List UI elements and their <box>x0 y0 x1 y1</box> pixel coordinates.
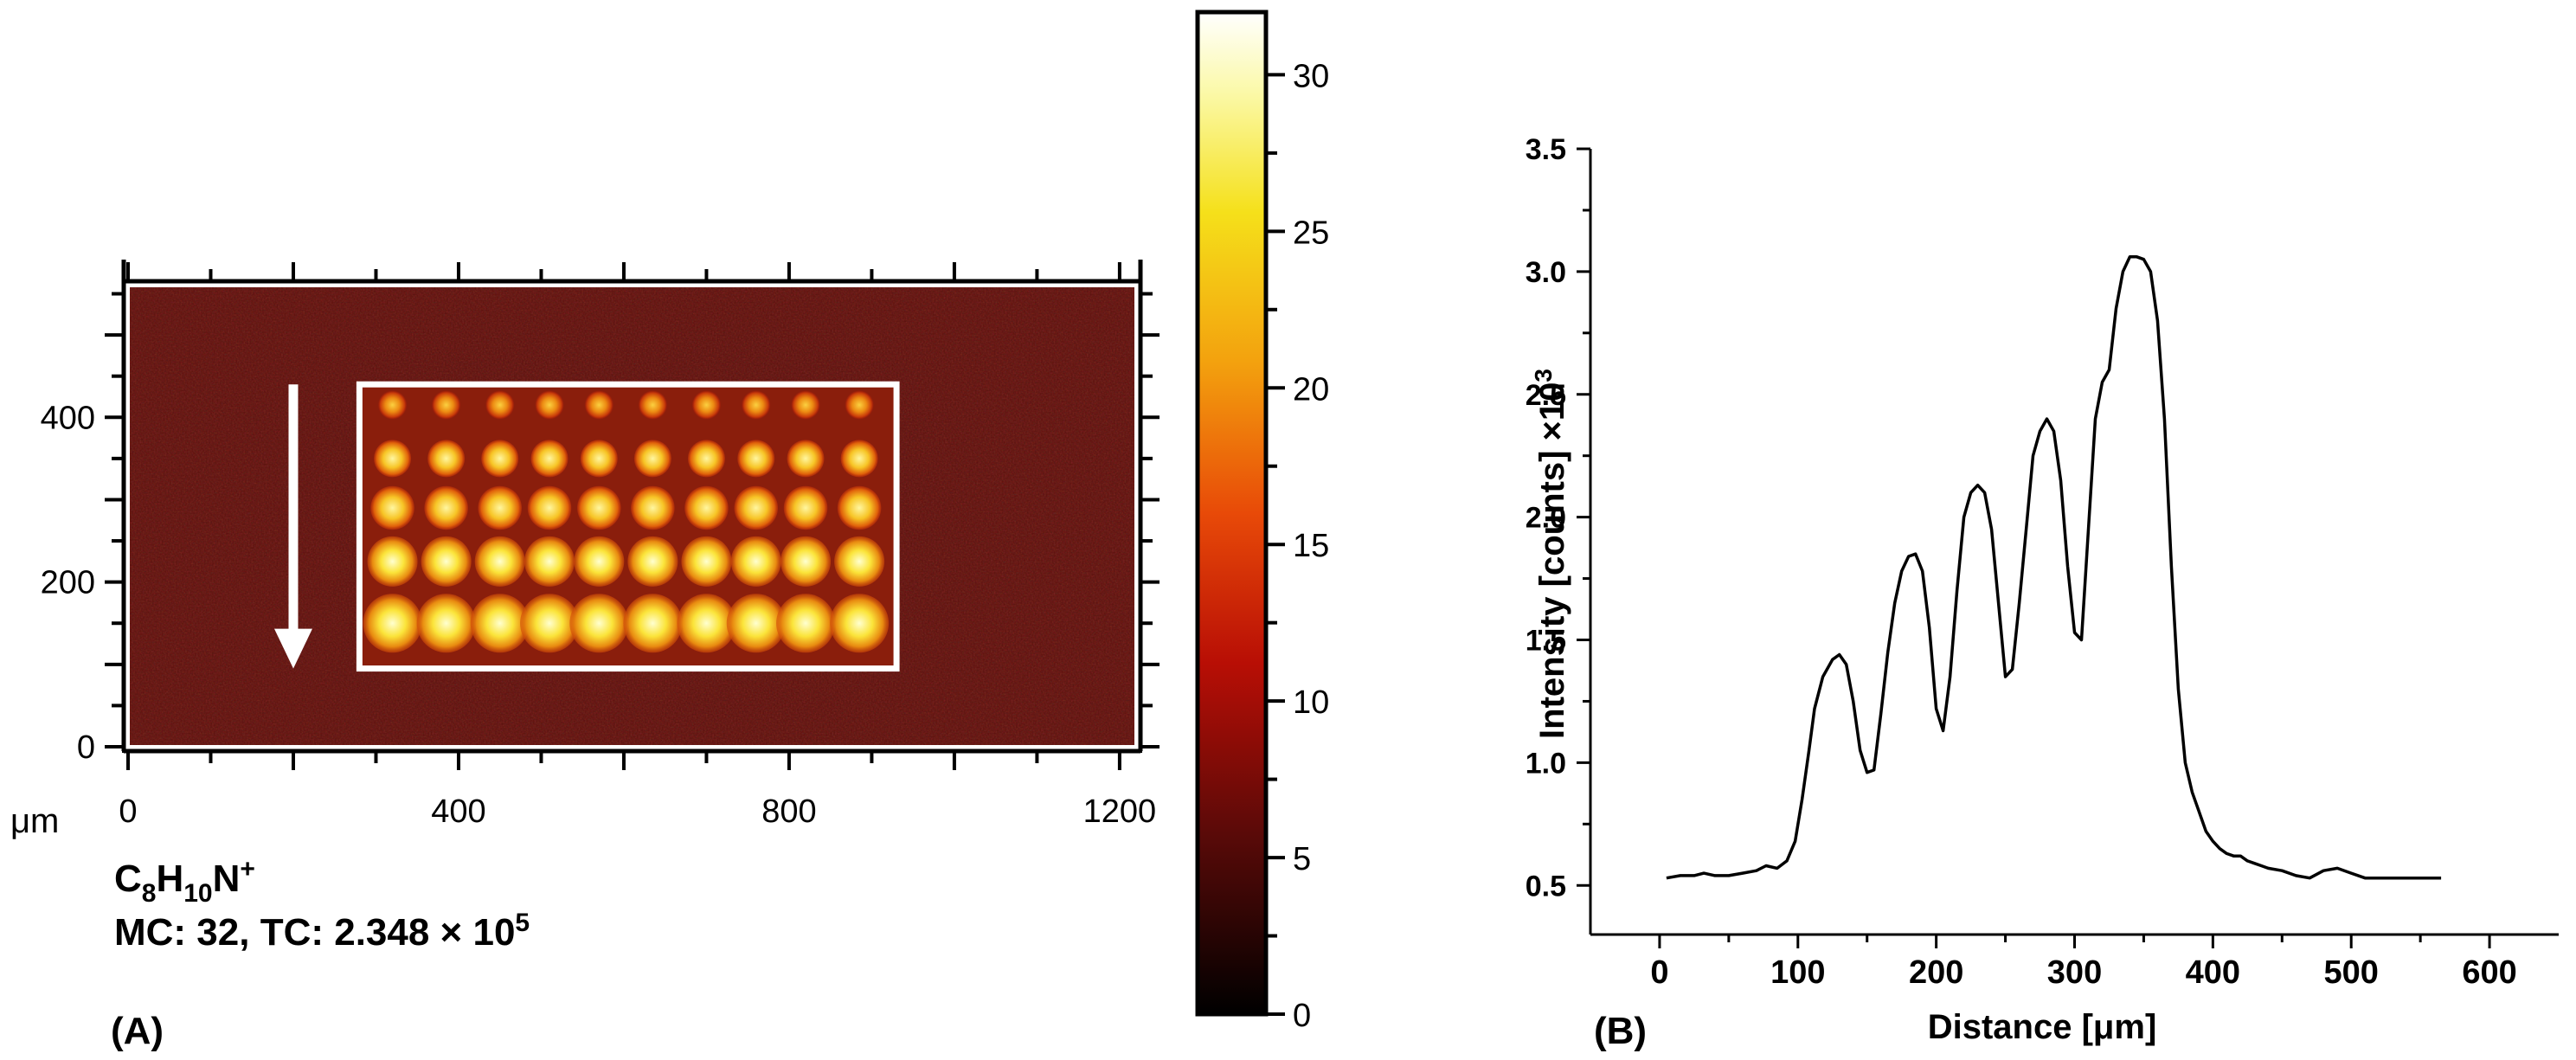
spot-r2-c7 <box>687 440 725 478</box>
spot-r1-c9 <box>791 390 820 420</box>
line-chart-x-tick-label: 0 <box>1650 954 1668 991</box>
line-chart-x-tick-label: 500 <box>2324 954 2379 991</box>
colorbar-tick-label: 15 <box>1293 528 1329 564</box>
spot-r5-c9 <box>776 594 836 653</box>
line-chart-y-tick-label: 3.5 <box>1526 133 1566 166</box>
spot-r2-c5 <box>580 440 618 478</box>
ion-formula: C8H10N+ <box>114 855 255 908</box>
spot-r3-c8 <box>734 485 778 530</box>
spot-r5-c4 <box>520 594 580 653</box>
line-chart-x-tick-label: 300 <box>2047 954 2102 991</box>
spot-r2-c3 <box>481 440 519 478</box>
spot-r1-c8 <box>742 390 771 420</box>
x-tick-label: 800 <box>761 793 816 830</box>
spot-r4-c9 <box>781 536 832 587</box>
spot-r5-c8 <box>726 594 786 653</box>
panel-b-label: (B) <box>1594 1010 1647 1052</box>
ion-image-axes: 0 400 800 1200 0 200 400 <box>41 260 1160 830</box>
spot-r2-c4 <box>530 440 569 478</box>
spot-r3-c9 <box>783 485 828 530</box>
spot-r5-c2 <box>416 594 476 653</box>
colorbar-tick-label: 30 <box>1293 58 1329 94</box>
y-tick-label: 400 <box>41 400 95 436</box>
line-chart-x-tick-label: 100 <box>1770 954 1825 991</box>
spot-r4-c8 <box>730 536 781 587</box>
line-chart-y-tick-label: 2.0 <box>1526 502 1566 535</box>
y-axis-title: Intensity [counts] ×103 <box>1530 369 1571 739</box>
y-tick-label: 200 <box>41 565 95 601</box>
spot-r5-c6 <box>623 594 683 653</box>
spot-r1-c4 <box>535 390 564 420</box>
spot-r2-c10 <box>840 440 878 478</box>
line-chart-y-tick-label: 2.5 <box>1526 379 1566 412</box>
x-tick-label: 400 <box>431 793 485 830</box>
spot-r5-c5 <box>569 594 629 653</box>
colorbar-tick-label: 20 <box>1293 371 1329 408</box>
line-profile-series <box>1666 255 2442 880</box>
spot-r1-c2 <box>432 390 461 420</box>
spot-r3-c7 <box>684 485 729 530</box>
spot-r3-c10 <box>837 485 882 530</box>
line-chart-y-tick-label: 1.5 <box>1526 625 1566 658</box>
colorbar-axis: 0 5 10 15 20 25 30 <box>1266 58 1329 1034</box>
x-tick-label: 0 <box>119 793 137 830</box>
spot-grid <box>363 390 890 653</box>
spot-r1-c1 <box>378 390 408 420</box>
spot-r2-c2 <box>427 440 466 478</box>
x-axis-title: Distance [μm] <box>1928 1008 2157 1046</box>
line-profile-panel: 0 100 200 300 400 500 600 0.5 1.0 1.5 2.0 2.5 3.0 3.5… <box>1526 133 2559 1052</box>
y-tick-label: 0 <box>77 729 95 766</box>
spot-r3-c3 <box>478 485 522 530</box>
spot-r4-c5 <box>574 536 625 587</box>
x-tick-label: 1200 <box>1083 793 1157 830</box>
spot-r4-c1 <box>367 536 418 587</box>
line-chart-y-tick-label: 3.0 <box>1526 256 1566 289</box>
spot-r2-c9 <box>787 440 825 478</box>
spot-r2-c1 <box>374 440 412 478</box>
spot-r1-c10 <box>845 390 874 420</box>
spot-r4-c6 <box>627 536 678 587</box>
colorbar-tick-label: 0 <box>1293 998 1311 1034</box>
spot-r3-c6 <box>631 485 675 530</box>
spot-r3-c2 <box>424 485 468 530</box>
colorbar-tick-label: 10 <box>1293 684 1329 721</box>
spot-r5-c7 <box>677 594 736 653</box>
spot-r1-c7 <box>691 390 721 420</box>
spot-r5-c3 <box>470 594 530 653</box>
spot-r1-c3 <box>485 390 515 420</box>
panel-a-label: (A) <box>111 1010 164 1052</box>
spot-r4-c7 <box>681 536 732 587</box>
spot-r2-c8 <box>737 440 775 478</box>
ion-statistics: MC: 32, TC: 2.348 × 105 <box>114 909 530 954</box>
spot-r4-c10 <box>834 536 885 587</box>
spot-r3-c4 <box>527 485 572 530</box>
spot-r4-c2 <box>421 536 472 587</box>
spot-r3-c5 <box>577 485 621 530</box>
spot-r4-c4 <box>524 536 575 587</box>
line-chart-x-tick-label: 600 <box>2462 954 2516 991</box>
spot-r1-c5 <box>584 390 613 420</box>
spot-r2-c6 <box>633 440 671 478</box>
spot-r3-c1 <box>370 485 414 530</box>
ion-image-panel: 0 400 800 1200 0 200 400 μm 0 5 10 15 20 25 30 C8H10… <box>10 10 1329 1052</box>
line-chart-y-tick-label: 1.0 <box>1526 747 1566 780</box>
ion-image-frame <box>126 284 1138 748</box>
micrometer-unit-label: μm <box>10 802 59 840</box>
spot-r4-c3 <box>474 536 525 587</box>
colorbar-tick-label: 25 <box>1293 215 1329 251</box>
line-chart-y-tick-label: 0.5 <box>1526 870 1566 903</box>
roi-box <box>356 381 900 672</box>
spot-r5-c10 <box>830 594 890 653</box>
line-chart-x-tick-label: 200 <box>1909 954 1963 991</box>
down-arrow-icon <box>273 384 312 669</box>
line-profile-axes: 0 100 200 300 400 500 600 0.5 1.0 1.5 2.0 2.5 3.0 3.5 <box>1526 133 2559 991</box>
colorbar <box>1195 10 1269 1017</box>
colorbar-tick-label: 5 <box>1293 841 1311 877</box>
line-chart-x-tick-label: 400 <box>2186 954 2240 991</box>
spot-r5-c1 <box>363 594 422 653</box>
spot-r1-c6 <box>638 390 667 420</box>
